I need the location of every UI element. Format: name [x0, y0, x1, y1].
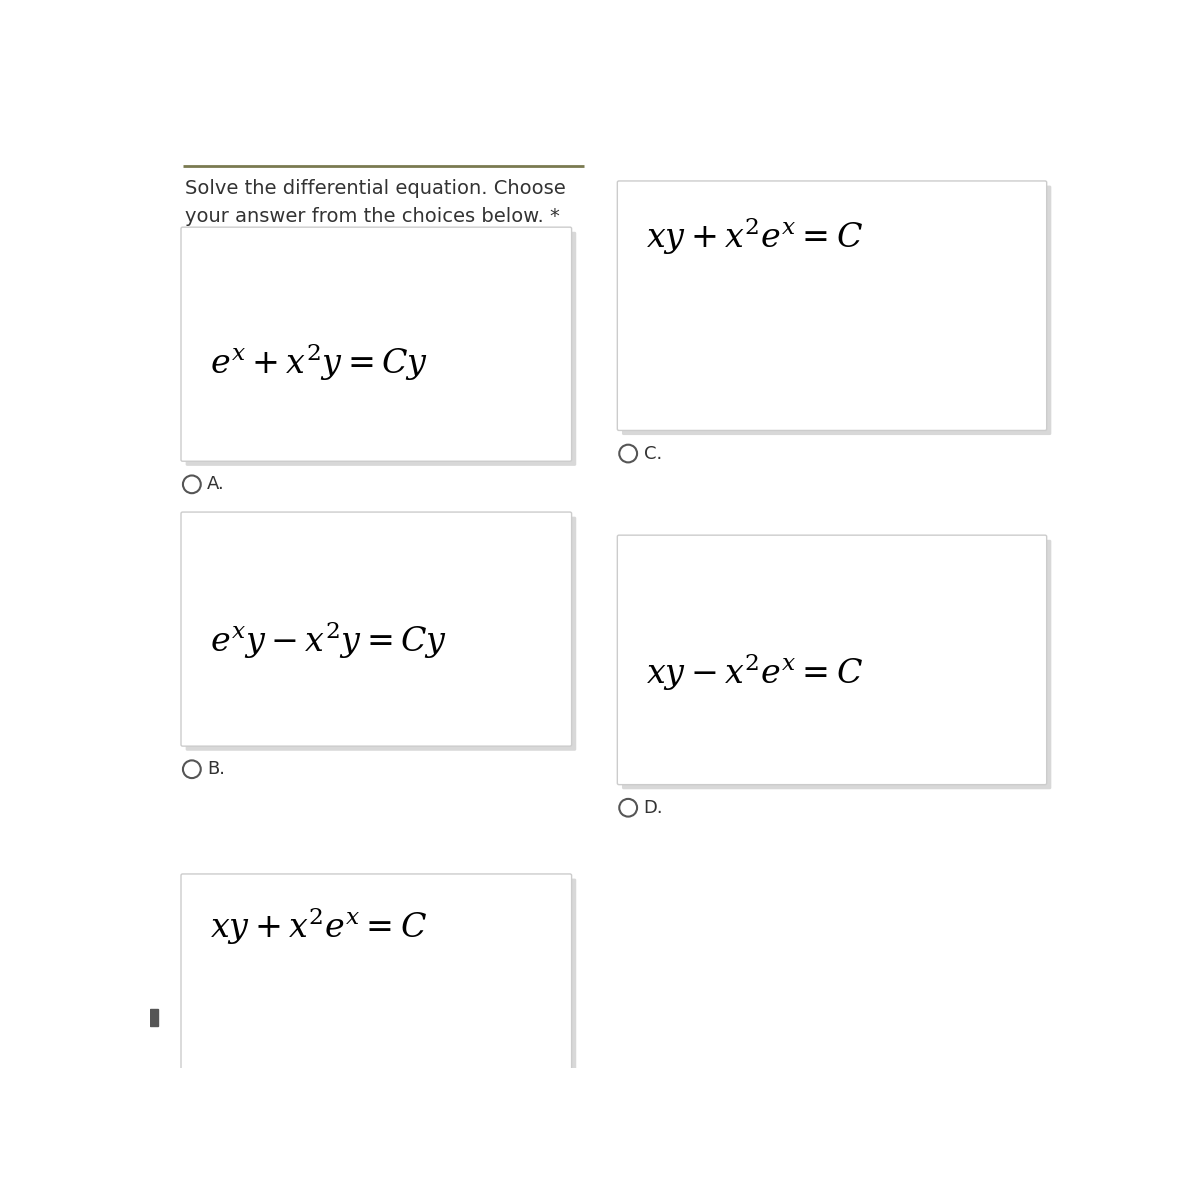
Bar	[150, 1009, 157, 1026]
FancyBboxPatch shape	[622, 540, 1051, 790]
Text: A.: A.	[208, 475, 226, 493]
FancyBboxPatch shape	[186, 517, 576, 751]
Text: B.: B.	[208, 761, 226, 779]
Text: Solve the differential equation. Choose: Solve the differential equation. Choose	[185, 179, 565, 198]
FancyBboxPatch shape	[617, 181, 1046, 431]
FancyBboxPatch shape	[186, 878, 576, 1112]
Text: $e^{x} + x^{2}y = Cy$: $e^{x} + x^{2}y = Cy$	[210, 342, 428, 383]
Text: D.: D.	[643, 799, 664, 817]
FancyBboxPatch shape	[181, 512, 571, 746]
FancyBboxPatch shape	[622, 186, 1051, 436]
FancyBboxPatch shape	[617, 535, 1046, 785]
Text: $xy + x^{2}e^{x} = C$: $xy + x^{2}e^{x} = C$	[210, 906, 427, 947]
FancyBboxPatch shape	[186, 232, 576, 466]
FancyBboxPatch shape	[181, 227, 571, 461]
Text: $e^{x}y - x^{2}y = Cy$: $e^{x}y - x^{2}y = Cy$	[210, 620, 446, 661]
Text: C.: C.	[643, 444, 662, 462]
FancyBboxPatch shape	[181, 874, 571, 1108]
Text: $xy - x^{2}e^{x} = C$: $xy - x^{2}e^{x} = C$	[646, 652, 863, 692]
Text: your answer from the choices below. *: your answer from the choices below. *	[185, 208, 559, 226]
Text: $xy + x^{2}e^{x} = C$: $xy + x^{2}e^{x} = C$	[646, 216, 863, 257]
